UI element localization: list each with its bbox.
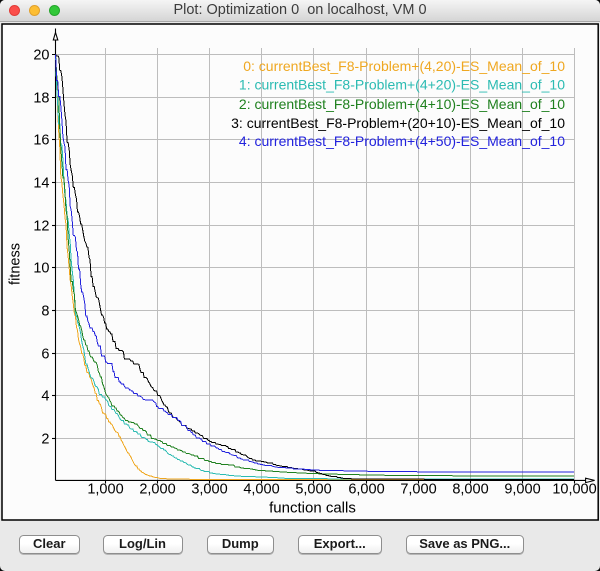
svg-text:8: 8 — [41, 304, 49, 320]
svg-text:2,000: 2,000 — [139, 482, 175, 498]
svg-text:4: currentBest_F8-Problem+(4+5: 4: currentBest_F8-Problem+(4+50)-ES_Mean… — [239, 133, 565, 149]
svg-text:1,000: 1,000 — [87, 482, 123, 498]
svg-text:3: currentBest_F8-Problem+(20+: 3: currentBest_F8-Problem+(20+10)-ES_Mea… — [231, 115, 565, 131]
svg-text:10,000: 10,000 — [552, 482, 596, 498]
svg-text:6: 6 — [41, 347, 49, 363]
svg-text:8,000: 8,000 — [452, 482, 488, 498]
svg-text:9,000: 9,000 — [504, 482, 540, 498]
svg-text:16: 16 — [33, 133, 49, 149]
svg-text:3,000: 3,000 — [191, 482, 227, 498]
svg-text:fitness: fitness — [8, 243, 24, 285]
svg-text:function calls: function calls — [269, 500, 356, 517]
svg-text:2: currentBest_F8-Problem+(4+1: 2: currentBest_F8-Problem+(4+10)-ES_Mean… — [239, 96, 565, 112]
svg-text:2: 2 — [41, 432, 49, 448]
svg-text:10: 10 — [33, 261, 49, 277]
svg-text:20: 20 — [33, 48, 49, 64]
svg-text:0: currentBest_F8-Problem+(4,2: 0: currentBest_F8-Problem+(4,20)-ES_Mean… — [243, 58, 565, 74]
svg-text:1: currentBest_F8-Problem+(4+2: 1: currentBest_F8-Problem+(4+20)-ES_Mean… — [239, 77, 565, 93]
svg-text:7,000: 7,000 — [400, 482, 436, 498]
svg-text:6,000: 6,000 — [348, 482, 384, 498]
svg-text:5,000: 5,000 — [295, 482, 331, 498]
svg-text:18: 18 — [33, 91, 49, 107]
svg-text:4: 4 — [41, 389, 49, 405]
svg-text:12: 12 — [33, 219, 49, 235]
svg-text:14: 14 — [33, 176, 49, 192]
svg-text:4,000: 4,000 — [243, 482, 279, 498]
